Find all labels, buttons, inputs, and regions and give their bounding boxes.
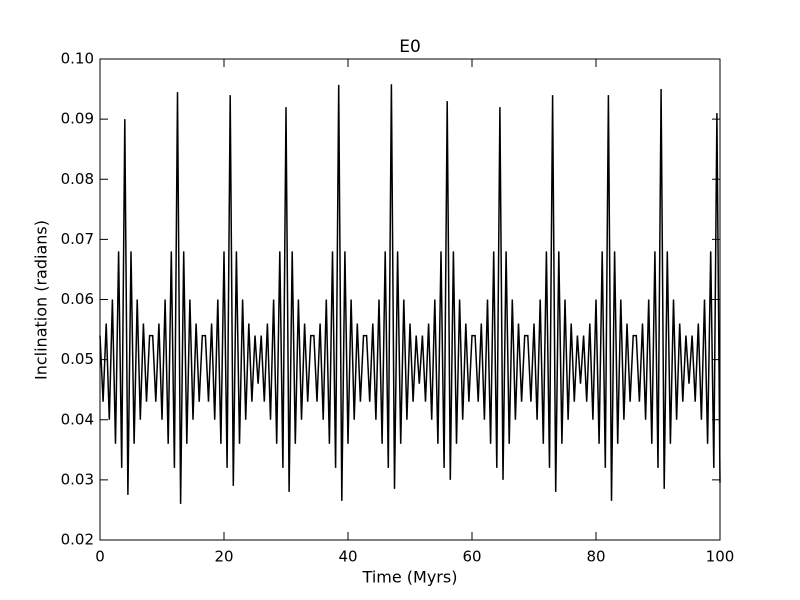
x-tick-label: 0 [95, 548, 105, 566]
y-tick-label: 0.10 [61, 50, 94, 68]
x-tick-label: 60 [462, 548, 481, 566]
x-tick-label: 20 [214, 548, 233, 566]
y-tick-label: 0.07 [61, 230, 94, 248]
plot-frame [99, 58, 721, 541]
y-tick-label: 0.05 [61, 350, 94, 368]
chart-title: E0 [399, 37, 421, 57]
y-tick-label: 0.06 [61, 290, 94, 308]
y-tick-label: 0.03 [61, 470, 94, 488]
y-tick-label: 0.09 [61, 110, 94, 128]
x-tick-label: 40 [338, 548, 357, 566]
y-tick-label: 0.08 [61, 170, 94, 188]
x-axis-label: Time (Myrs) [362, 568, 458, 587]
y-axis-label: Inclination (radians) [32, 220, 51, 380]
x-tick-label: 100 [706, 548, 735, 566]
x-tick-label: 80 [586, 548, 605, 566]
y-tick-label: 0.04 [61, 410, 94, 428]
y-tick-label: 0.02 [61, 531, 94, 549]
data-line [99, 84, 721, 504]
